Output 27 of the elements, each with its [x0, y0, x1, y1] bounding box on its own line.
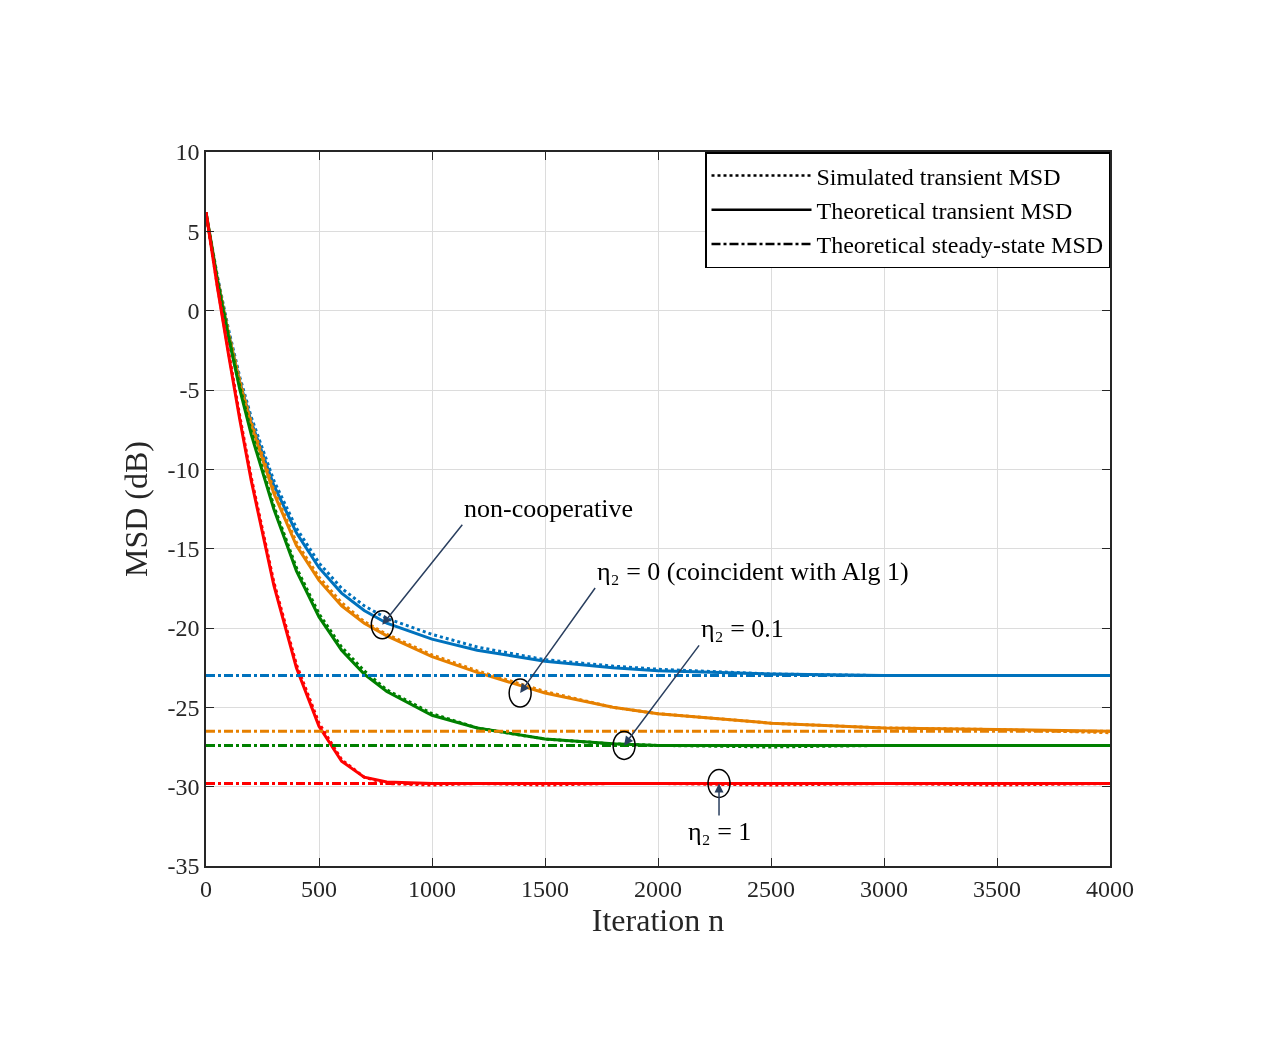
y-tick-label: -10	[167, 456, 200, 483]
legend-label: Theoretical steady-state MSD	[816, 232, 1104, 259]
y-tick-label: -20	[167, 615, 200, 642]
x-tick-label: 1000	[408, 875, 456, 902]
y-tick-label: -35	[167, 853, 200, 880]
y-tick-label: -5	[179, 377, 200, 404]
annotation: non-cooperative	[464, 494, 633, 523]
y-axis-title: MSD (dB)	[118, 440, 155, 578]
x-tick-label: 2000	[634, 875, 682, 902]
annotation: η₂ = 0.1	[701, 614, 784, 643]
legend-label: Theoretical transient MSD	[816, 198, 1073, 225]
x-tick-label: 3500	[973, 875, 1021, 902]
x-axis-title: Iteration n	[591, 901, 725, 938]
y-tick-label: 5	[187, 218, 200, 245]
y-tick-label: 0	[187, 298, 200, 325]
y-tick-label: 10	[175, 139, 200, 166]
x-tick-label: 3000	[860, 875, 908, 902]
x-tick-label: 2500	[747, 875, 795, 902]
annotation: η₂ = 1	[688, 817, 752, 846]
x-tick-label: 4000	[1086, 875, 1134, 902]
y-tick-label: -30	[167, 774, 200, 801]
x-tick-label: 1500	[521, 875, 569, 902]
y-tick-label: -15	[167, 536, 200, 563]
legend-label: Simulated transient MSD	[816, 163, 1061, 190]
annotation: η₂ = 0 (coincident with Alg 1)	[597, 557, 909, 586]
x-tick-label: 500	[301, 875, 337, 902]
y-tick-label: -25	[167, 694, 200, 721]
